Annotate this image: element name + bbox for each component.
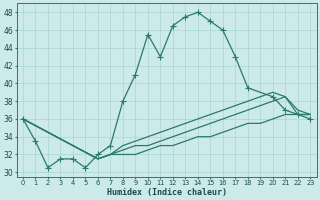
X-axis label: Humidex (Indice chaleur): Humidex (Indice chaleur) — [107, 188, 227, 197]
